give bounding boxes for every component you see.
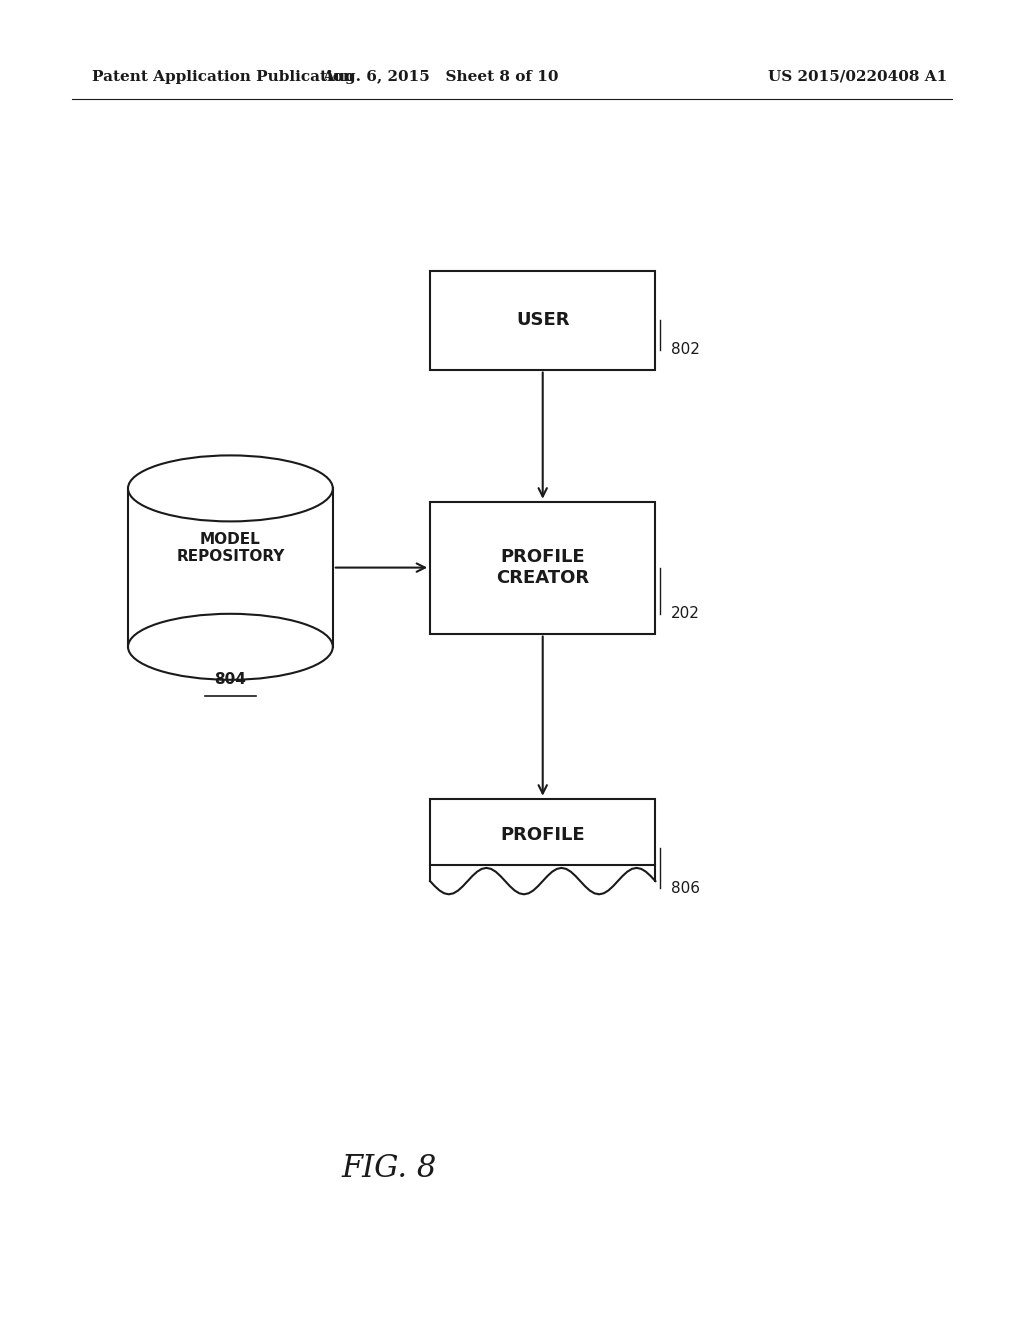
Text: MODEL
REPOSITORY: MODEL REPOSITORY xyxy=(176,532,285,564)
Text: USER: USER xyxy=(516,312,569,329)
Text: Aug. 6, 2015   Sheet 8 of 10: Aug. 6, 2015 Sheet 8 of 10 xyxy=(323,70,558,83)
Text: PROFILE
CREATOR: PROFILE CREATOR xyxy=(497,548,589,587)
Text: 806: 806 xyxy=(671,880,699,896)
Text: 804: 804 xyxy=(214,672,247,688)
FancyBboxPatch shape xyxy=(430,799,655,865)
FancyBboxPatch shape xyxy=(430,502,655,634)
Text: PROFILE: PROFILE xyxy=(501,826,585,843)
Ellipse shape xyxy=(128,455,333,521)
Ellipse shape xyxy=(128,614,333,680)
Text: 202: 202 xyxy=(671,606,699,622)
Text: US 2015/0220408 A1: US 2015/0220408 A1 xyxy=(768,70,947,83)
FancyBboxPatch shape xyxy=(128,488,333,647)
Text: FIG. 8: FIG. 8 xyxy=(341,1152,437,1184)
Text: Patent Application Publication: Patent Application Publication xyxy=(92,70,354,83)
FancyBboxPatch shape xyxy=(430,271,655,370)
Text: 802: 802 xyxy=(671,342,699,358)
